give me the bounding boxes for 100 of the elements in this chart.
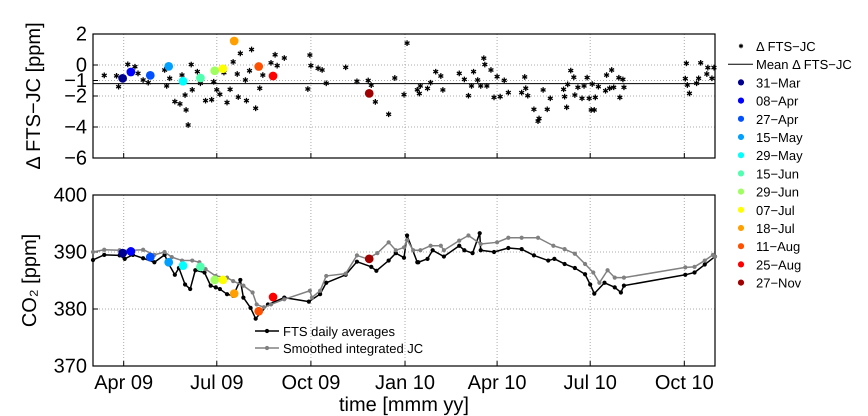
- point: [324, 274, 328, 278]
- point: [178, 261, 188, 270]
- point: [231, 278, 236, 284]
- x-tick-label: Oct 10: [654, 372, 714, 394]
- point: [190, 258, 194, 263]
- x-tick-label: Jul 09: [190, 372, 244, 394]
- point: [591, 270, 596, 275]
- point: [582, 262, 588, 266]
- point: [692, 264, 697, 269]
- legend-label: 11−Aug: [756, 239, 800, 254]
- point: [310, 295, 314, 300]
- point: [118, 74, 128, 83]
- point: [551, 244, 556, 248]
- y-tick-label: 2: [76, 23, 87, 46]
- point: [494, 240, 500, 244]
- point: [178, 76, 188, 86]
- y-tick-label: 370: [54, 355, 87, 378]
- legend-label: 08−Apr: [756, 94, 799, 109]
- point: [520, 236, 524, 240]
- point: [196, 262, 205, 272]
- y-tick-label: 400: [54, 184, 87, 206]
- x-tick-label: Oct 09: [281, 372, 340, 394]
- point: [683, 265, 688, 270]
- y-axis-title: Δ FTS−JC [ppm]: [23, 22, 45, 170]
- point: [90, 250, 96, 254]
- point: [605, 268, 610, 272]
- point: [118, 248, 128, 258]
- point: [196, 74, 205, 82]
- point: [254, 306, 264, 316]
- point: [141, 248, 146, 252]
- point: [230, 289, 239, 298]
- legend-label: 29−May: [756, 148, 804, 164]
- point: [354, 253, 360, 258]
- legend-label: 27−Apr: [756, 112, 799, 127]
- point: [418, 248, 422, 252]
- legend-label: Δ FTS−JC: [756, 39, 816, 54]
- x-tick-label: Apr 09: [94, 372, 154, 394]
- legend-label: 18−Jul: [756, 221, 795, 236]
- point: [536, 236, 540, 240]
- point: [442, 248, 446, 252]
- point: [364, 89, 374, 98]
- legend-label: 31−Mar: [756, 75, 802, 90]
- x-tick-label: Jan 10: [374, 372, 436, 394]
- point: [702, 258, 707, 263]
- legend-label: 29−Jun: [756, 184, 800, 200]
- y-tick-label: 390: [54, 241, 87, 264]
- point: [466, 233, 471, 238]
- point: [262, 305, 266, 310]
- point: [218, 276, 228, 284]
- point: [164, 258, 174, 267]
- point: [411, 248, 416, 252]
- point: [218, 64, 228, 74]
- point: [402, 245, 406, 250]
- x-tick-label: Jul 10: [564, 372, 617, 394]
- point: [612, 276, 617, 280]
- point: [102, 248, 106, 252]
- point: [268, 302, 274, 307]
- point: [210, 66, 220, 76]
- point: [506, 236, 510, 240]
- point: [170, 255, 174, 260]
- point: [438, 244, 443, 248]
- point: [146, 71, 155, 80]
- legend-label: 25−Aug: [756, 257, 802, 272]
- legend-label: 27−Nov: [756, 276, 802, 291]
- point: [622, 276, 626, 280]
- point: [404, 238, 410, 242]
- point: [364, 254, 374, 264]
- point: [386, 240, 391, 244]
- y-axis-title: CO₂ [ppm]: [19, 234, 41, 328]
- point: [250, 290, 255, 295]
- legend-label: FTS daily averages: [283, 324, 396, 339]
- point: [572, 252, 577, 256]
- point: [562, 247, 567, 252]
- legend-label: 15−May: [756, 130, 804, 145]
- point: [268, 292, 278, 302]
- x-axis-title: time [mmm yy]: [339, 394, 469, 416]
- point: [162, 250, 167, 254]
- point: [254, 62, 264, 71]
- point: [457, 238, 462, 243]
- point: [597, 280, 602, 285]
- legend-label: Mean Δ FTS−JC: [756, 57, 852, 72]
- legend-label: Smoothed integrated JC: [283, 341, 424, 356]
- y-tick-label: 380: [54, 298, 87, 320]
- y-tick-label: −6: [64, 147, 87, 170]
- point: [230, 36, 239, 46]
- point: [308, 288, 312, 293]
- point: [254, 302, 259, 307]
- point: [268, 72, 278, 80]
- point: [394, 248, 398, 252]
- point: [146, 252, 155, 262]
- point: [126, 247, 136, 256]
- point: [210, 276, 220, 284]
- x-tick-label: Apr 10: [468, 372, 527, 394]
- point: [126, 68, 136, 76]
- y-tick-label: −4: [64, 116, 87, 138]
- point: [164, 62, 174, 71]
- point: [241, 284, 246, 288]
- legend-label: 15−Jun: [756, 166, 800, 182]
- point: [478, 242, 483, 246]
- point: [375, 251, 380, 256]
